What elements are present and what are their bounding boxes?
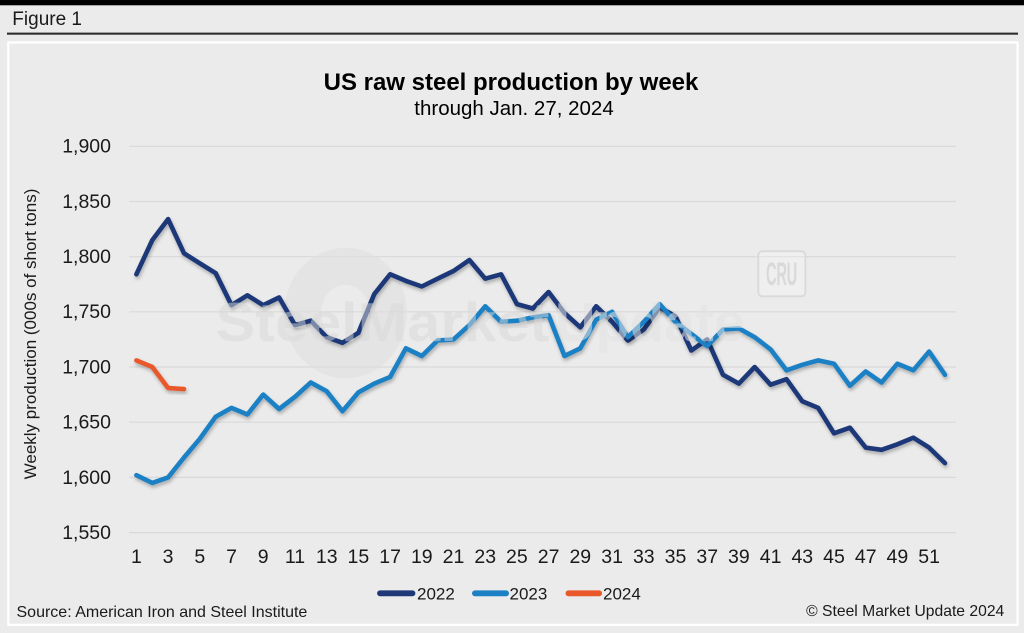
svg-text:1,700: 1,700 (62, 356, 111, 378)
svg-text:US raw steel production by wee: US raw steel production by week (324, 69, 699, 96)
svg-text:39: 39 (728, 546, 750, 568)
svg-text:2023: 2023 (510, 585, 548, 604)
svg-text:33: 33 (633, 546, 655, 568)
svg-text:43: 43 (791, 546, 813, 568)
svg-text:through Jan. 27, 2024: through Jan. 27, 2024 (414, 97, 613, 120)
svg-text:1,750: 1,750 (62, 301, 111, 323)
svg-text:Weekly production (000s of sho: Weekly production (000s of short tons) (21, 189, 40, 480)
svg-text:1,850: 1,850 (62, 191, 111, 213)
svg-text:SteelMarket: SteelMarket (216, 291, 550, 353)
svg-text:1,650: 1,650 (62, 412, 111, 434)
svg-text:CRU: CRU (766, 257, 797, 293)
svg-text:21: 21 (443, 546, 465, 568)
svg-text:1,550: 1,550 (62, 522, 111, 544)
svg-text:9: 9 (258, 546, 269, 568)
svg-text:27: 27 (538, 546, 560, 568)
svg-text:2022: 2022 (417, 585, 455, 604)
svg-text:47: 47 (855, 546, 877, 568)
svg-text:3: 3 (163, 546, 174, 568)
svg-text:Update: Update (555, 291, 745, 353)
svg-text:13: 13 (316, 546, 338, 568)
svg-text:11: 11 (285, 546, 305, 568)
svg-text:29: 29 (569, 546, 591, 568)
svg-text:1: 1 (131, 546, 142, 568)
svg-text:35: 35 (665, 546, 687, 568)
svg-text:5: 5 (194, 546, 205, 568)
svg-text:51: 51 (918, 546, 940, 568)
svg-text:Figure 1: Figure 1 (12, 9, 82, 30)
svg-text:1,900: 1,900 (62, 136, 111, 158)
svg-text:1,600: 1,600 (62, 467, 111, 489)
svg-text:15: 15 (348, 546, 370, 568)
svg-text:31: 31 (601, 546, 623, 568)
svg-text:25: 25 (506, 546, 528, 568)
svg-text:Source: American Iron and Stee: Source: American Iron and Steel Institut… (17, 604, 308, 621)
svg-text:49: 49 (887, 546, 909, 568)
svg-text:1,800: 1,800 (62, 246, 111, 268)
svg-text:© Steel Market Update 2024: © Steel Market Update 2024 (806, 603, 1004, 620)
svg-text:23: 23 (474, 546, 496, 568)
svg-text:2024: 2024 (603, 585, 641, 604)
svg-text:45: 45 (823, 546, 845, 568)
svg-text:41: 41 (760, 546, 782, 568)
svg-text:7: 7 (226, 546, 237, 568)
svg-text:37: 37 (696, 546, 718, 568)
svg-text:17: 17 (379, 546, 401, 568)
svg-text:19: 19 (411, 546, 433, 568)
